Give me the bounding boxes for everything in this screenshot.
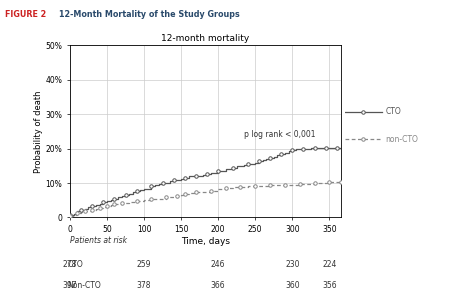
Text: 12-Month Mortality of the Study Groups: 12-Month Mortality of the Study Groups <box>59 10 239 19</box>
Y-axis label: Probability of death: Probability of death <box>34 90 42 173</box>
Text: FIGURE 2: FIGURE 2 <box>5 10 46 19</box>
Text: 230: 230 <box>285 260 299 269</box>
Text: non-CTO: non-CTO <box>386 135 419 143</box>
Text: 246: 246 <box>211 260 226 269</box>
Text: Non-CTO: Non-CTO <box>68 281 101 290</box>
Text: 397: 397 <box>63 281 77 290</box>
Text: 378: 378 <box>137 281 151 290</box>
Text: Patients at risk: Patients at risk <box>70 236 127 245</box>
Text: 360: 360 <box>285 281 299 290</box>
Text: 259: 259 <box>137 260 151 269</box>
Text: 356: 356 <box>322 281 337 290</box>
Text: CTO: CTO <box>68 260 83 269</box>
Text: CTO: CTO <box>386 108 401 116</box>
Text: 278: 278 <box>63 260 77 269</box>
Title: 12-month mortality: 12-month mortality <box>161 34 249 43</box>
X-axis label: Time, days: Time, days <box>181 237 230 246</box>
Text: 366: 366 <box>211 281 226 290</box>
Text: p log rank < 0,001: p log rank < 0,001 <box>244 130 316 139</box>
Text: 224: 224 <box>322 260 336 269</box>
